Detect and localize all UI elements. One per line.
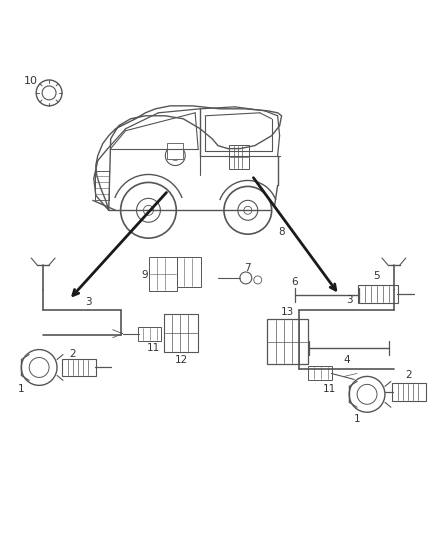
Text: 12: 12 [175,354,188,365]
Text: 13: 13 [281,307,294,317]
Text: 11: 11 [323,384,336,394]
FancyBboxPatch shape [62,359,96,376]
Text: 7: 7 [244,263,251,273]
FancyBboxPatch shape [358,285,398,303]
Text: 10: 10 [24,76,38,86]
Text: 3: 3 [346,295,353,305]
Text: 3: 3 [85,297,92,307]
Text: 5: 5 [374,271,380,281]
Text: 2: 2 [70,349,76,359]
FancyBboxPatch shape [177,257,201,287]
Text: 1: 1 [18,384,25,394]
FancyBboxPatch shape [392,383,426,401]
FancyBboxPatch shape [149,257,177,291]
FancyBboxPatch shape [267,319,308,365]
Text: 9: 9 [141,270,148,280]
Text: 8: 8 [278,227,285,237]
Text: 2: 2 [406,370,412,381]
FancyBboxPatch shape [138,327,161,341]
FancyBboxPatch shape [164,314,198,352]
FancyBboxPatch shape [229,144,249,168]
Text: 1: 1 [354,414,360,424]
Text: 11: 11 [147,343,160,352]
Text: 4: 4 [344,354,350,365]
FancyBboxPatch shape [308,367,332,381]
FancyBboxPatch shape [167,143,183,158]
Text: 6: 6 [291,277,298,287]
